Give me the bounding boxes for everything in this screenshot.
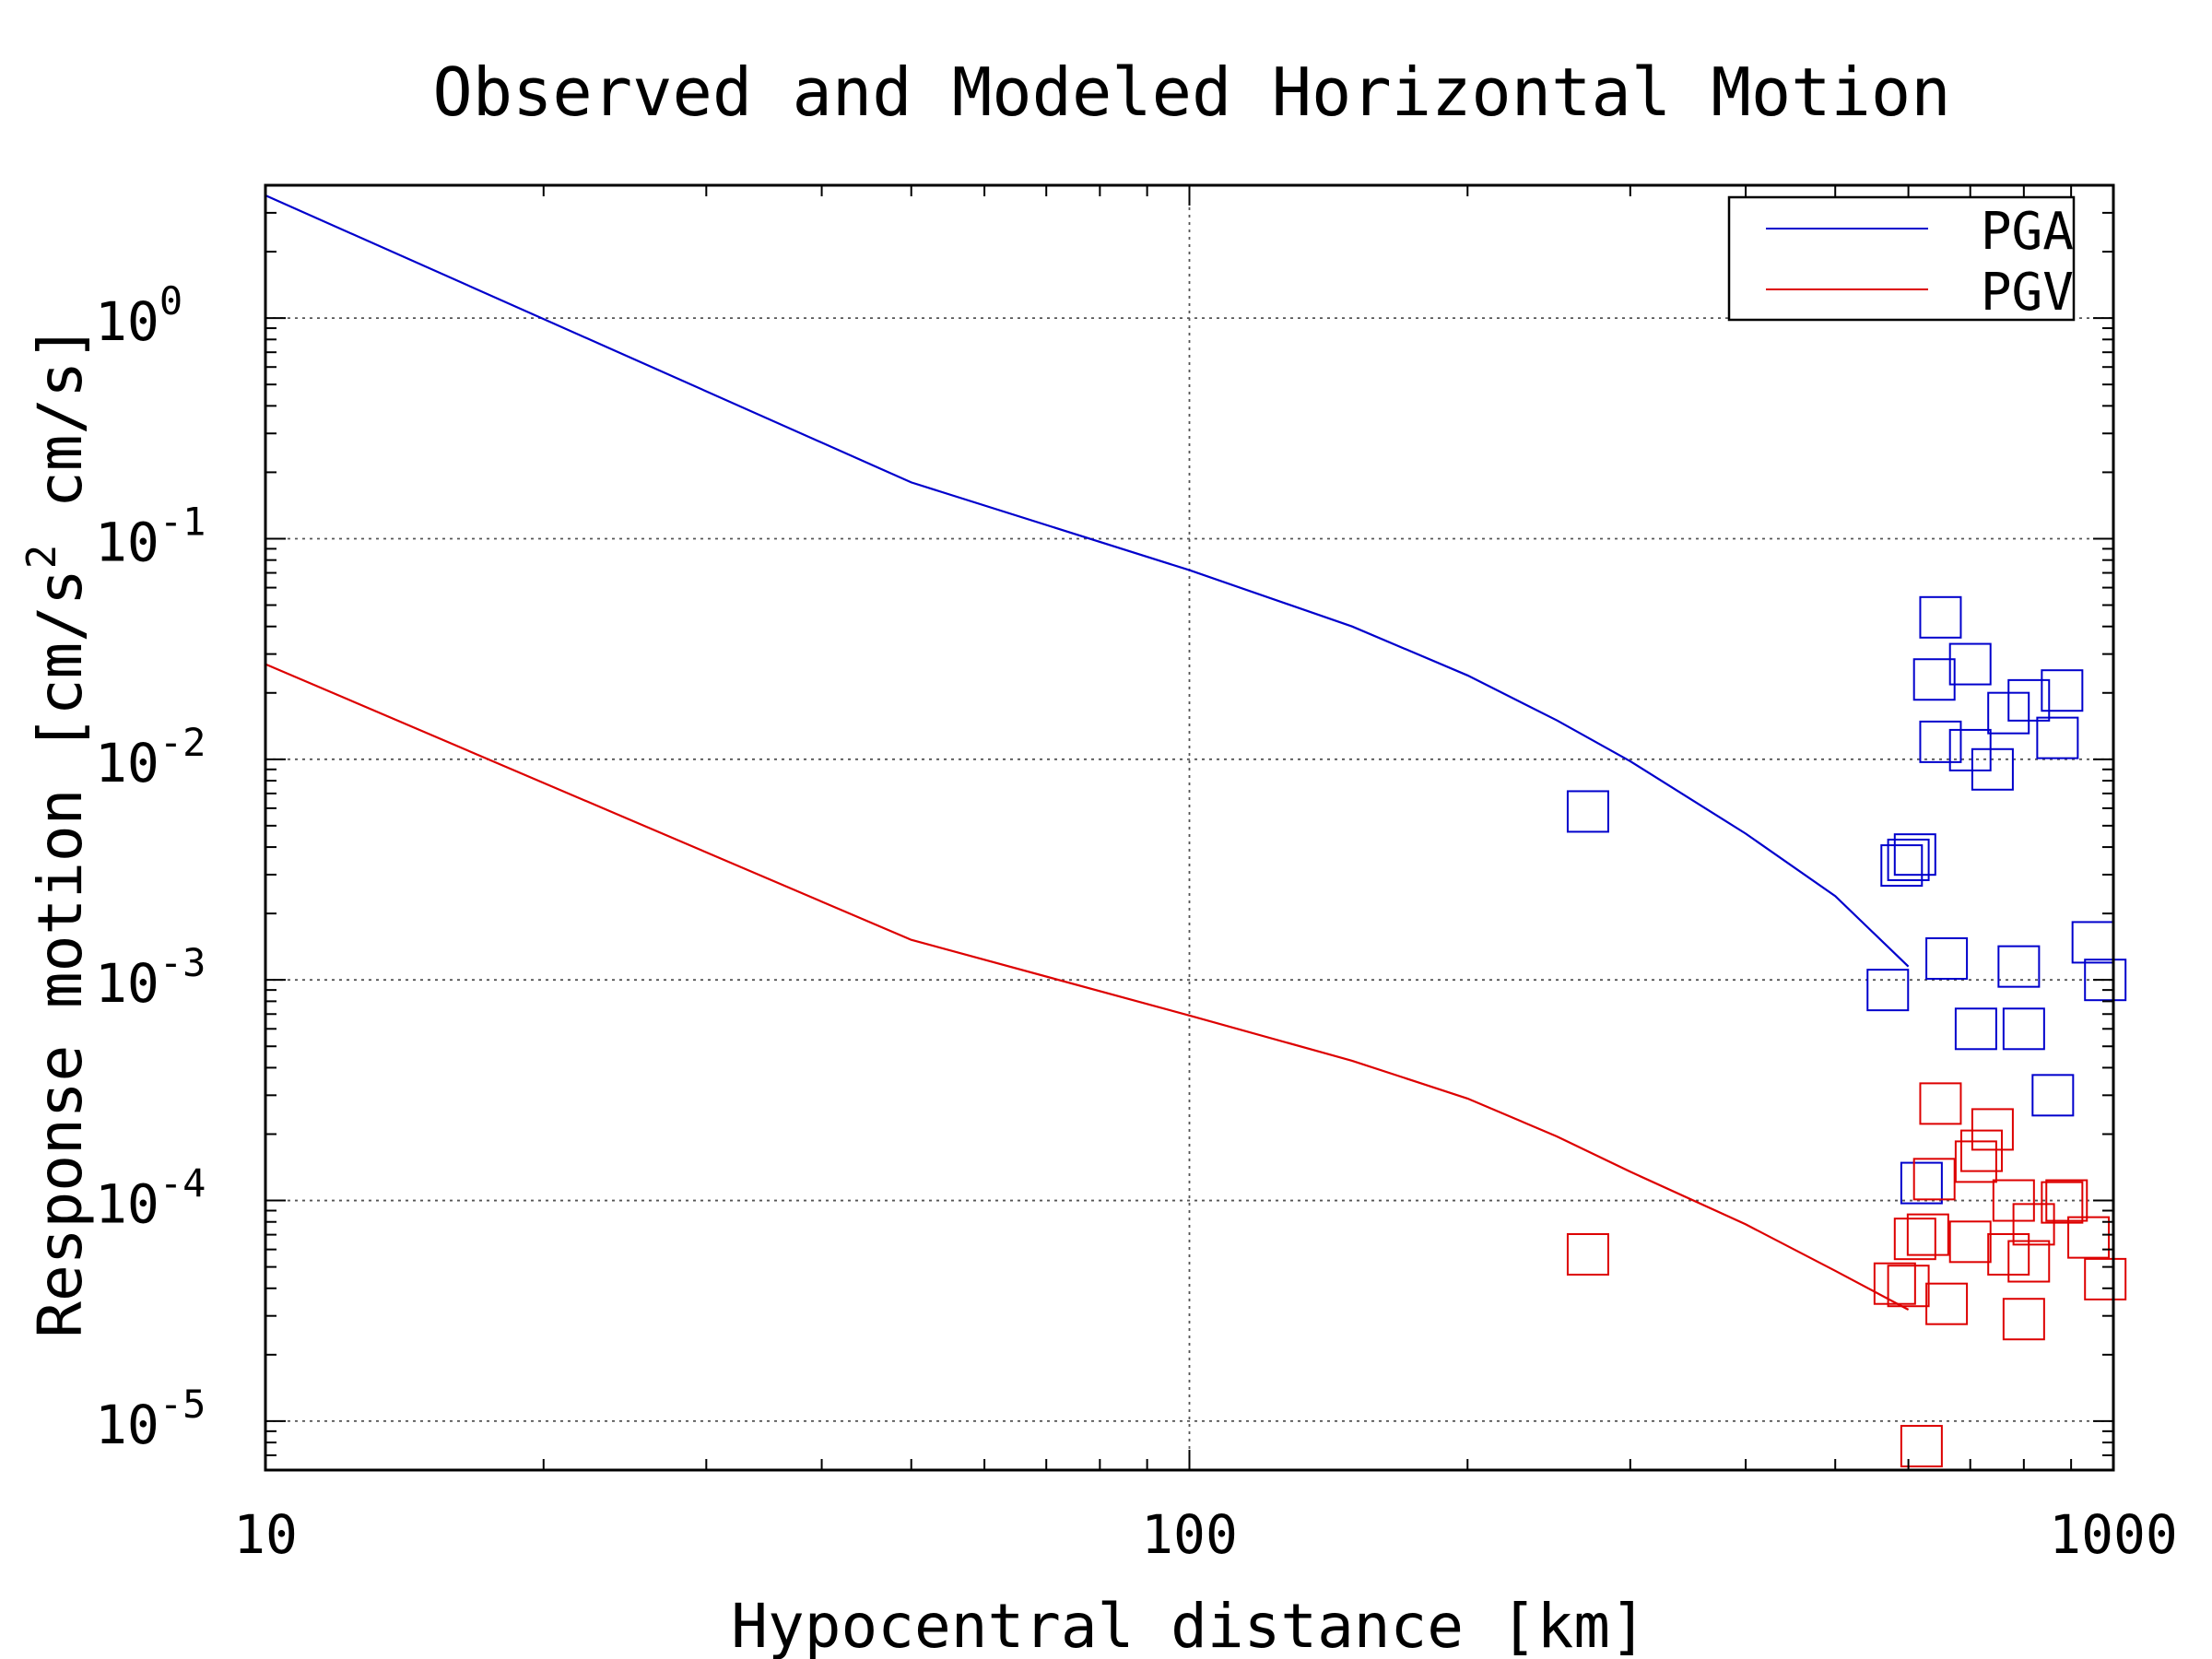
y-tick-label-exp: -4 [159, 1161, 206, 1206]
pgv-observed-point-16 [2007, 1240, 2051, 1283]
x-tick-label-1: 100 [1141, 1503, 1238, 1566]
pgv-observed-point-9 [1948, 1220, 1992, 1264]
y-tick-label-base: 10 [95, 732, 159, 794]
ticks [265, 184, 2113, 1471]
pgv-observed-point-19 [2045, 1179, 2088, 1222]
y-axis-label-main: Response motion [cm/s [25, 569, 96, 1337]
pgv-observed-point-6 [1912, 1158, 1956, 1201]
y-tick-label-base: 10 [95, 511, 159, 573]
pga-observed-point-15 [1997, 945, 2041, 988]
y-axis-label-sup: 2 [18, 545, 65, 570]
x-tick-labels: 10 100 1000 [233, 1503, 2178, 1566]
y-tick-label-0: 100 [95, 278, 182, 353]
pgv-observed-point-8 [1925, 1282, 1969, 1325]
pga-line-group [265, 194, 1910, 968]
chart-title: Observed and Modeled Horizontal Motion [432, 53, 1950, 131]
pgv-observed-point-20 [2067, 1216, 2111, 1259]
pga-observed-point-18 [2031, 1074, 2075, 1117]
y-tick-label-2: 10-2 [95, 720, 206, 794]
pgv-observed-point-17 [2012, 1203, 2055, 1246]
pgv-observed-point-3 [1893, 1218, 1936, 1261]
pga-observed-point-5 [1900, 1161, 1943, 1205]
pgv-observed-point-5 [1906, 1213, 1949, 1256]
grid [265, 185, 2113, 1470]
pga-observed-point-4 [1893, 833, 1936, 877]
legend-label-pga: PGA [1981, 202, 2074, 262]
pga-observed-point-8 [1919, 720, 1962, 763]
x-tick-label-0: 10 [233, 1503, 298, 1566]
y-tick-label-exp: -2 [159, 720, 206, 765]
y-tick-label-exp: 0 [159, 278, 182, 324]
pga-observed-point-3 [1887, 838, 1930, 881]
pgv-observed-point-18 [2041, 1181, 2084, 1224]
y-tick-label-base: 10 [95, 290, 159, 353]
pga-observed-point-10 [1948, 642, 1992, 686]
pgv-line-group [265, 663, 1910, 1311]
legend-box [1727, 195, 2076, 322]
pga-observed-point-6 [1912, 658, 1956, 701]
pga-observed-point-12 [1954, 1007, 1997, 1051]
y-tick-label-3: 10-3 [95, 940, 206, 1015]
y-axis-label-rest: cm/s] [25, 324, 96, 544]
x-axis-label: Hypocentral distance [km] [731, 1591, 1646, 1659]
pga-observed-point-0 [1566, 790, 1609, 833]
pga-model-line [265, 194, 1910, 968]
y-tick-label-1: 10-1 [95, 499, 206, 573]
pgv-observed-point-10 [1954, 1140, 1997, 1183]
pga-observed-point-19 [2036, 716, 2079, 759]
pgv-observed-point-1 [1873, 1262, 1916, 1305]
pga-observed-point-7 [1919, 595, 1962, 639]
pga-observed-group [1566, 595, 2127, 1205]
pgv-observed-point-15 [2002, 1298, 2045, 1341]
pga-observed-point-21 [2071, 921, 2114, 964]
y-tick-label-exp: -3 [159, 940, 206, 985]
pga-observed-point-17 [2007, 678, 2051, 722]
legend-label-pgv: PGV [1981, 263, 2074, 323]
pgv-observed-point-4 [1900, 1425, 1943, 1468]
y-tick-label-base: 10 [95, 1173, 159, 1236]
y-tick-label-exp: -5 [159, 1382, 206, 1427]
x-tick-label-2: 1000 [2049, 1503, 2178, 1566]
pga-observed-point-11 [1948, 728, 1992, 771]
pga-observed-point-1 [1866, 969, 1910, 1012]
pgv-model-line [265, 663, 1910, 1311]
y-tick-label-5: 10-5 [95, 1382, 206, 1456]
pga-observed-point-2 [1880, 844, 1924, 888]
pga-observed-point-20 [2041, 669, 2084, 712]
pgv-observed-point-2 [1887, 1265, 1930, 1308]
pga-observed-point-13 [1971, 747, 2014, 791]
y-axis-label: Response motion [cm/s2 cm/s] [18, 324, 96, 1337]
pgv-observed-point-21 [2084, 1257, 2127, 1300]
legend: PGA PGV [1727, 195, 2076, 323]
pga-observed-point-16 [2002, 1007, 2045, 1051]
pga-observed-point-9 [1925, 936, 1969, 980]
y-tick-label-exp: -1 [159, 499, 206, 544]
pgv-observed-point-0 [1566, 1232, 1609, 1276]
y-tick-label-base: 10 [95, 952, 159, 1015]
y-tick-label-base: 10 [95, 1394, 159, 1456]
pgv-observed-group [1566, 1082, 2127, 1468]
pgv-observed-point-11 [1959, 1129, 2003, 1172]
y-tick-label-4: 10-4 [95, 1161, 206, 1236]
pgv-observed-point-12 [1971, 1108, 2014, 1151]
pga-observed-point-22 [2084, 959, 2127, 1002]
plot-frame [264, 183, 2115, 1472]
pgv-observed-point-7 [1919, 1082, 1962, 1125]
